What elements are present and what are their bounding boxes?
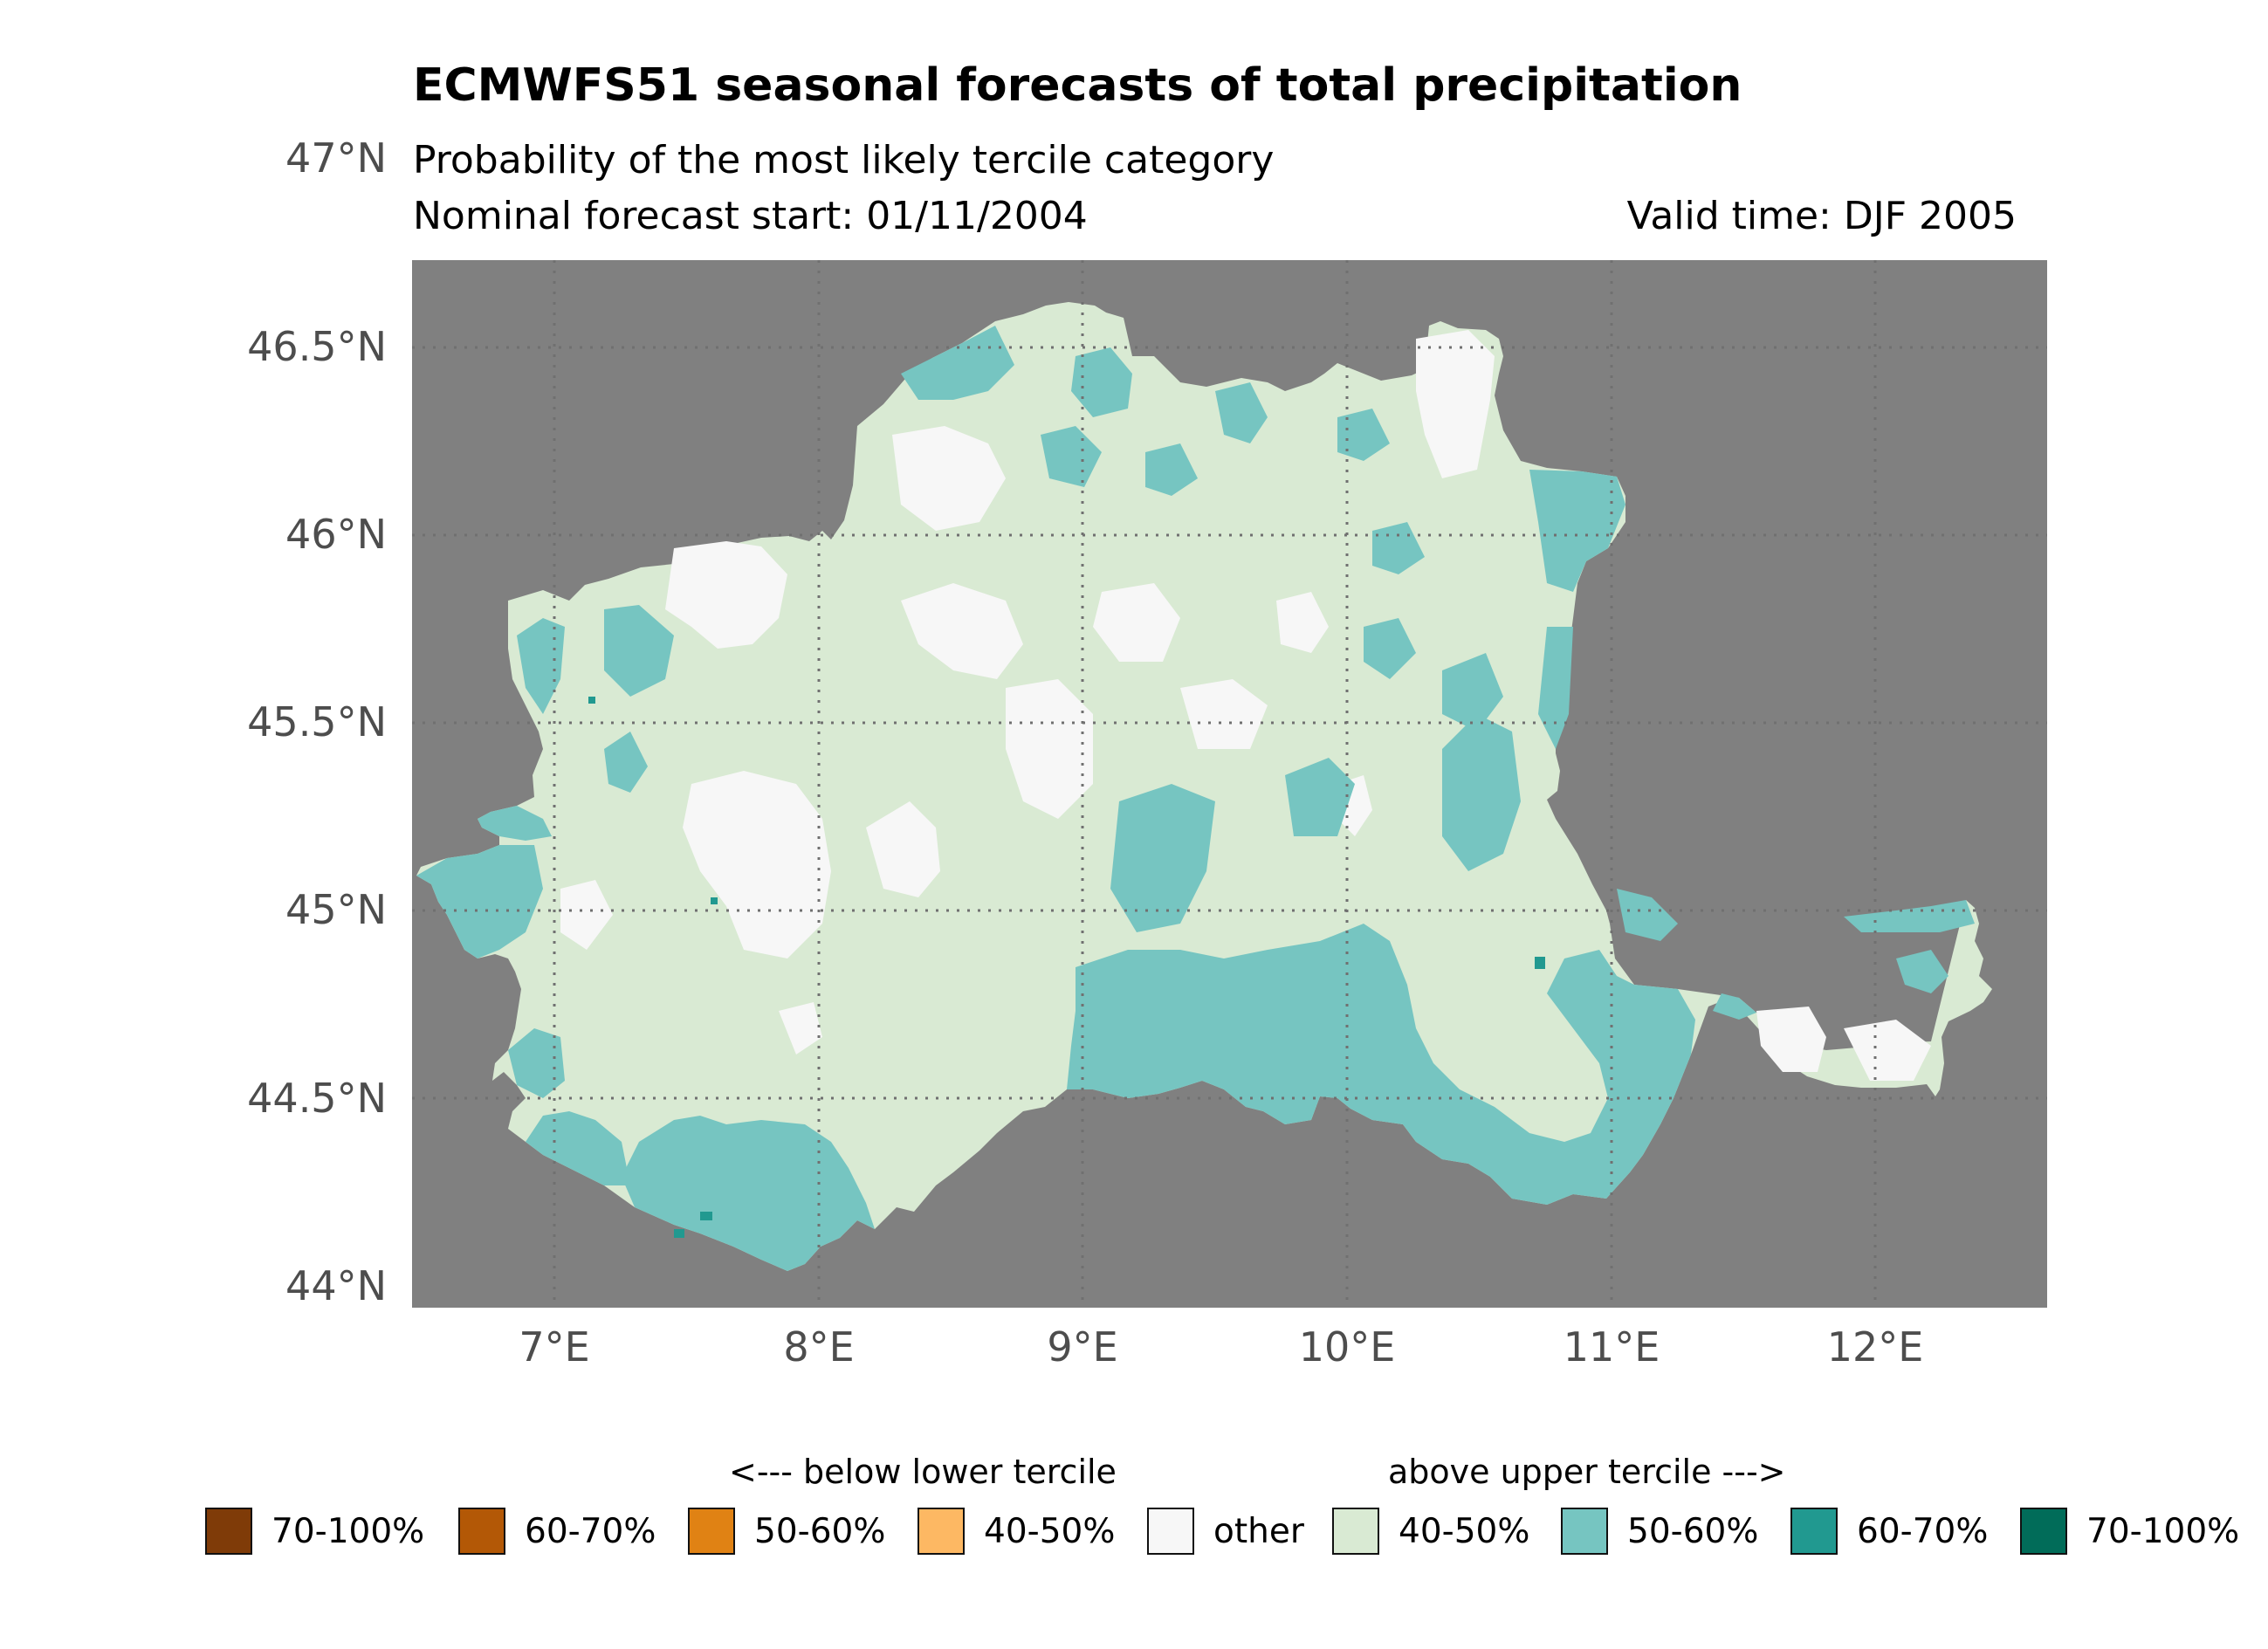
patch-above-50-60 [1285,758,1355,836]
legend-item: 60-70% [458,1506,656,1556]
legend-swatch [1790,1508,1838,1555]
y-tick-label: 44°N [285,1262,387,1309]
y-tick-label: 47°N [285,134,387,182]
legend-swatch [1147,1508,1194,1555]
patch-above-50-60 [1145,443,1198,496]
patch-above-50-60 [1713,993,1756,1020]
patch-above-50-60 [1067,924,1695,1205]
patch-above-60-70 [588,697,595,704]
legend-item: 50-60% [688,1506,885,1556]
legend-label: other [1213,1511,1304,1551]
patch-above-50-60 [1617,889,1678,941]
y-tick-label: 45.5°N [247,698,387,745]
patch-other [779,1002,822,1055]
patch-other [1006,679,1093,819]
x-tick-label: 10°E [1298,1323,1396,1371]
patch-above-50-60 [1844,900,1975,932]
legend-above-heading: above upper tercile ---> [1388,1453,1786,1491]
patch-other [1180,679,1268,749]
patch-above-50-60 [1110,784,1215,932]
legend-item: 50-60% [1561,1506,1758,1556]
forecast-map [412,260,2047,1308]
patch-above-60-70 [674,1229,684,1238]
patch-above-50-60 [1071,347,1132,417]
legend-swatch [1332,1508,1379,1555]
patch-above-50-60 [1372,522,1425,574]
legend-label: 40-50% [984,1511,1116,1551]
legend-item: 40-50% [918,1506,1115,1556]
legend-label: 70-100% [2086,1511,2240,1551]
patch-above-50-60 [604,732,648,793]
patch-above-50-60 [622,1116,875,1271]
patch-above-50-60 [526,1111,630,1185]
above-50-60-patches [416,326,1975,1271]
patch-above-50-60 [1215,382,1268,443]
y-tick-label: 46.5°N [247,323,387,370]
legend-label: 50-60% [754,1511,886,1551]
x-tick-label: 7°E [519,1323,590,1371]
patch-above-50-60 [1896,950,1948,993]
patch-other [1093,583,1180,662]
patch-above-60-70 [700,1212,712,1220]
patch-other [1756,1007,1826,1072]
legend-below-heading: <--- below lower tercile [729,1453,1117,1491]
patch-other [1276,592,1329,653]
legend-swatch [688,1508,735,1555]
patch-above-50-60 [478,806,552,841]
patch-other [560,880,613,950]
above-60-70-patches [588,697,1545,1238]
patch-other [1844,1020,1931,1081]
legend-label: 40-50% [1399,1511,1530,1551]
legend-label: 60-70% [1857,1511,1989,1551]
patch-above-60-70 [1535,957,1545,969]
patch-above-50-60 [1364,618,1416,679]
legend-swatch [458,1508,505,1555]
other-category-patches [560,330,1931,1081]
patch-above-50-60 [1442,714,1521,871]
legend-swatch [205,1508,252,1555]
legend-item: 40-50% [1332,1506,1529,1556]
legend-item: 60-70% [1790,1506,1988,1556]
y-tick-label: 46°N [285,511,387,558]
patch-other [892,426,1006,531]
map-title: ECMWFS51 seasonal forecasts of total pre… [413,59,1742,112]
patch-above-50-60 [517,618,565,714]
patch-other [683,771,831,958]
patch-above-50-60 [604,605,674,697]
patch-other [866,801,940,897]
legend-label: 50-60% [1627,1511,1759,1551]
patch-other [901,583,1023,679]
x-tick-label: 9°E [1047,1323,1118,1371]
legend-swatch [1561,1508,1608,1555]
valid-time: Valid time: DJF 2005 [1626,194,2017,238]
patch-above-50-60 [1538,627,1573,749]
patch-above-50-60 [1442,653,1503,732]
patch-above-50-60 [901,326,1014,400]
map-subtitle: Probability of the most likely tercile c… [413,138,1275,182]
legend-label: 60-70% [525,1511,656,1551]
x-tick-label: 12°E [1826,1323,1924,1371]
forecast-start: Nominal forecast start: 01/11/2004 [413,194,1088,238]
legend-item: 70-100% [205,1506,424,1556]
legend-swatch [2020,1508,2067,1555]
patch-above-50-60 [1041,426,1102,487]
x-tick-label: 8°E [783,1323,855,1371]
legend-label: 70-100% [271,1511,425,1551]
x-tick-label: 11°E [1563,1323,1660,1371]
patch-above-50-60 [508,1028,565,1098]
patch-above-60-70 [711,897,718,904]
patch-other [665,541,787,649]
y-tick-label: 44.5°N [247,1075,387,1122]
y-tick-label: 45°N [285,886,387,933]
patch-above-50-60 [1529,470,1625,592]
legend-item: other [1147,1506,1304,1556]
legend-item: 70-100% [2020,1506,2239,1556]
patch-other [1416,330,1495,478]
patch-above-50-60 [416,845,543,958]
legend-swatch [918,1508,965,1555]
patch-above-50-60 [1337,409,1390,461]
gridlines [412,260,2047,1308]
